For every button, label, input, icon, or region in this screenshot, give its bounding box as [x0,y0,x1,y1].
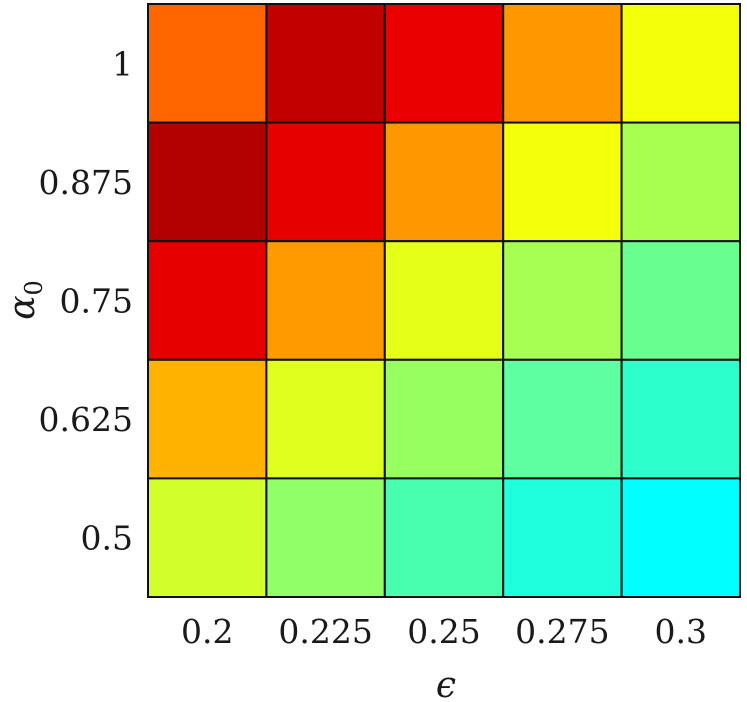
x-tick-label: 0.275 [515,612,609,651]
x-tick-label: 0.25 [407,612,480,651]
heatmap-cell-r2-c3 [502,240,623,361]
heatmap-cell-r2-c2 [383,240,505,361]
heatmap-cell-r1-c4 [620,121,741,243]
y-tick-label: 0.5 [81,519,133,558]
y-axis-label: α0 [2,280,48,320]
heatmap-cell-r3-c3 [502,358,623,480]
svg-text:α0: α0 [2,280,48,320]
heatmap-cell-r3-c1 [265,358,386,480]
y-tick-label: 0.75 [60,282,133,321]
heatmap-cell-r4-c1 [265,477,386,598]
y-tick-label: 1 [112,44,133,83]
heatmap-cell-r3-c4 [620,358,741,480]
heatmap-cell-r2-c0 [147,240,268,361]
heatmap-cell-r2-c4 [620,240,741,361]
heatmap-cell-r0-c0 [147,3,268,124]
x-axis-label: ϵ [436,665,456,702]
heatmap-cell-r4-c4 [620,477,741,598]
heatmap-cell-r1-c1 [265,121,386,243]
heatmap-cell-r0-c3 [502,3,623,124]
heatmap-cell-r1-c0 [147,121,268,243]
x-tick-label: 0.3 [655,612,707,651]
y-tick-label: 0.625 [39,400,133,439]
heatmap-cell-r0-c1 [265,3,386,124]
y-axis-label-subscript: 0 [20,280,48,295]
heatmap-cell-r1-c2 [383,121,505,243]
y-axis-label-main: α [2,295,43,319]
x-tick-labels: 0.2 0.225 0.25 0.275 0.3 [181,612,707,651]
x-tick-label: 0.2 [181,612,233,651]
heatmap-cell-r4-c3 [502,477,623,598]
y-tick-labels: 1 0.875 0.75 0.625 0.5 [39,44,133,557]
heatmap-cells [147,3,741,598]
x-tick-label: 0.225 [278,612,372,651]
heatmap-cell-r4-c2 [383,477,505,598]
heatmap-cell-r3-c2 [383,358,505,480]
heatmap-cell-r2-c1 [265,240,386,361]
y-tick-label: 0.875 [39,163,133,202]
heatmap-cell-r4-c0 [147,477,268,598]
heatmap-cell-r1-c3 [502,121,623,243]
heatmap-cell-r0-c2 [383,3,505,124]
heatmap-cell-r0-c4 [620,3,741,124]
heatmap-cell-r3-c0 [147,358,268,480]
